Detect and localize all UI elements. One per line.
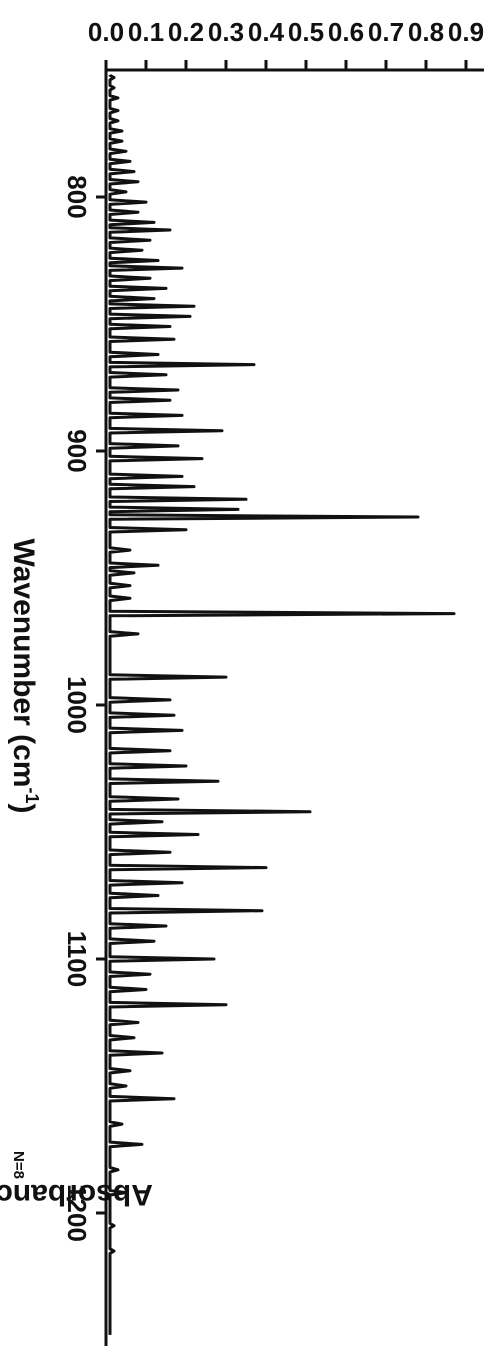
x-tick-label: 800 bbox=[62, 175, 92, 218]
x-tick-label: 1100 bbox=[62, 931, 92, 987]
plot-area bbox=[108, 73, 456, 1335]
y-axis: 0.0 0.1 0.2 0.3 0.4 0.5 0.6 0.7 0.8 0.9 bbox=[88, 17, 484, 72]
x-tick-label: 1000 bbox=[62, 676, 92, 734]
x-tick-label: 1200 bbox=[62, 1184, 92, 1242]
y-tick-label: 0.3 bbox=[208, 17, 244, 47]
y-tick-label: 0.6 bbox=[328, 17, 364, 47]
rotated-plot-group: 800 900 1000 1100 1200 0.0 0.1 0.2 0.3 0.4 0.5 0.6… bbox=[7, 17, 484, 1346]
y-tick-label: 0.9 bbox=[448, 17, 484, 47]
spectrum-line bbox=[108, 73, 456, 1335]
y-tick-label: 0.1 bbox=[128, 17, 164, 47]
x-tick-label: 900 bbox=[62, 429, 92, 472]
y-tick-label: 0.0 bbox=[88, 17, 124, 47]
y-tick-label: 0.4 bbox=[248, 17, 285, 47]
y-axis-title: Absorbance (A.U.) bbox=[0, 1178, 153, 1211]
x-axis-title: Wavenumber (cm-1) bbox=[7, 539, 42, 814]
y-tick-label: 0.2 bbox=[168, 17, 204, 47]
x-axis: 800 900 1000 1100 1200 bbox=[62, 70, 108, 1346]
y-tick-label: 0.8 bbox=[408, 17, 444, 47]
corner-note: N=8 bbox=[10, 1151, 27, 1179]
y-tick-label: 0.5 bbox=[288, 17, 324, 47]
y-tick-label: 0.7 bbox=[368, 17, 404, 47]
